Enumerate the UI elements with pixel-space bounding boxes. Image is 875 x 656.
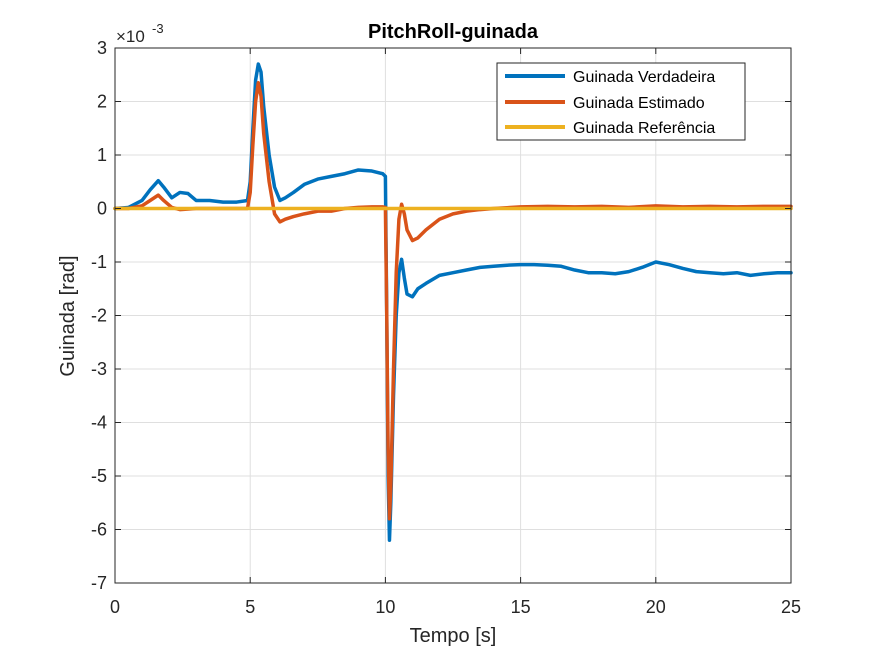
y-tick-label: -5 xyxy=(91,466,107,486)
y-tick-label: -4 xyxy=(91,413,107,433)
y-axis-label: Guinada [rad] xyxy=(57,255,79,376)
chart-title: PitchRoll-guinada xyxy=(368,21,539,43)
x-axis-label: Tempo [s] xyxy=(410,625,497,647)
y-tick-label: -1 xyxy=(91,252,107,272)
legend-label-estimado: Guinada Estimado xyxy=(573,95,705,112)
legend: Guinada Verdadeira Guinada Estimado Guin… xyxy=(496,62,746,141)
y-tick-labels: -7 -6 -5 -4 -3 -2 -1 0 1 2 3 xyxy=(91,38,107,593)
y-tick-label: 2 xyxy=(97,92,107,112)
x-tick-label: 5 xyxy=(245,597,255,617)
y-tick-label: -7 xyxy=(91,573,107,593)
x-tick-label: 25 xyxy=(781,597,801,617)
x-tick-label: 10 xyxy=(375,597,395,617)
x-tick-label: 20 xyxy=(646,597,666,617)
x-tick-label: 0 xyxy=(110,597,120,617)
x-tick-labels: 0 5 10 15 20 25 xyxy=(110,597,801,617)
x-tick-label: 15 xyxy=(511,597,531,617)
y-tick-label: 1 xyxy=(97,145,107,165)
y-multiplier: ×10 -3 xyxy=(116,21,164,46)
y-tick-label: -6 xyxy=(91,520,107,540)
legend-label-verdadeira: Guinada Verdadeira xyxy=(573,69,715,86)
y-multiplier-base: ×10 xyxy=(116,27,145,46)
y-tick-label: 0 xyxy=(97,199,107,219)
y-tick-label: -3 xyxy=(91,359,107,379)
legend-label-referencia: Guinada Referência xyxy=(573,120,715,137)
ticks xyxy=(114,47,792,584)
y-tick-label: 3 xyxy=(97,38,107,58)
series-layer xyxy=(113,62,793,542)
y-tick-label: -2 xyxy=(91,306,107,326)
y-multiplier-exponent: -3 xyxy=(152,21,164,36)
